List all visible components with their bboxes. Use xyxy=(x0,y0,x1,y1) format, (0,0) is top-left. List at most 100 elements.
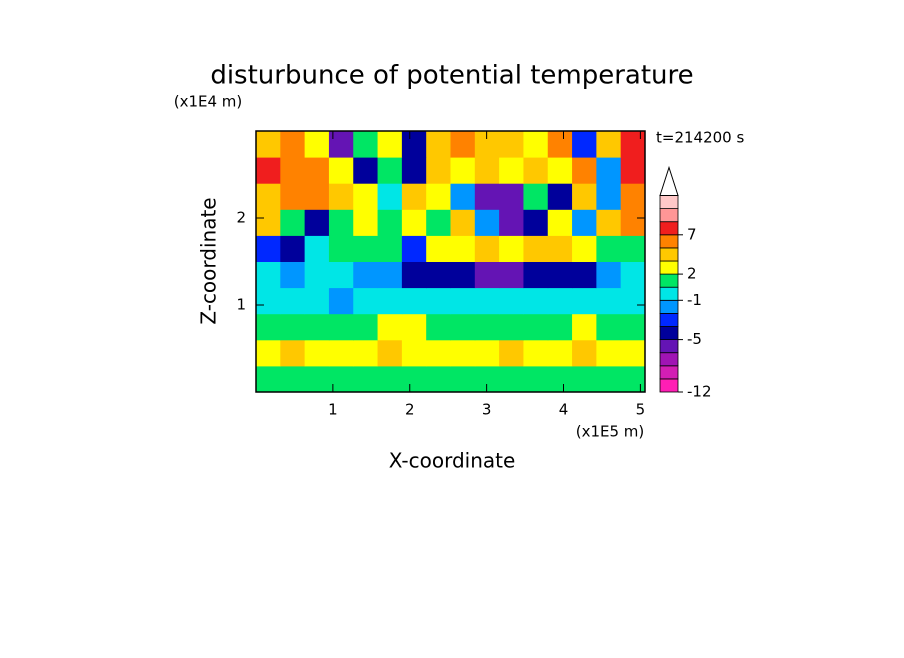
field-cell xyxy=(572,313,597,341)
field-cell xyxy=(377,261,403,289)
field-cell xyxy=(572,157,597,184)
field-cell xyxy=(426,313,451,341)
field-cell xyxy=(280,235,306,262)
field-cell xyxy=(256,235,281,262)
field-cell xyxy=(450,209,476,236)
field-cell xyxy=(280,183,306,210)
field-cell xyxy=(426,209,451,236)
field-cell xyxy=(596,287,622,315)
field-cell xyxy=(426,339,451,367)
field-cell xyxy=(450,339,476,367)
colorbar-tick-label: -1 xyxy=(687,291,702,309)
field-cell xyxy=(377,339,403,367)
field-cell xyxy=(523,209,549,236)
field-cell xyxy=(572,183,597,210)
field-cell xyxy=(596,261,622,289)
field-cell xyxy=(328,157,354,184)
field-cell xyxy=(304,209,330,236)
field-cell xyxy=(377,157,403,184)
field-cell xyxy=(547,183,573,210)
field-cell xyxy=(304,157,330,184)
field-cell xyxy=(499,235,524,262)
field-cell xyxy=(499,261,524,289)
field-cell xyxy=(353,313,379,341)
field-cell xyxy=(620,339,646,367)
field-cell xyxy=(304,365,330,393)
field-cell xyxy=(620,131,646,158)
field-cell xyxy=(620,365,646,393)
colorbar-box xyxy=(659,299,679,314)
colorbar-tick-label: -12 xyxy=(687,383,712,401)
field-cell xyxy=(499,183,524,210)
field-cell xyxy=(401,183,427,210)
field-cell xyxy=(523,261,549,289)
field-cell xyxy=(547,235,573,262)
field-cell xyxy=(620,157,646,184)
field-cell xyxy=(572,131,597,158)
field-cell xyxy=(280,131,306,158)
field-cell xyxy=(596,183,622,210)
field-cell xyxy=(280,365,306,393)
field-cell xyxy=(426,261,451,289)
field-cell xyxy=(450,313,476,341)
field-cell xyxy=(328,183,354,210)
field-cell xyxy=(353,183,379,210)
field-cell xyxy=(523,183,549,210)
field-cell xyxy=(401,313,427,341)
field-cell xyxy=(450,287,476,315)
field-cell xyxy=(499,313,524,341)
field-cell xyxy=(377,131,403,158)
field-cell xyxy=(401,339,427,367)
field-cell xyxy=(620,261,646,289)
field-cell xyxy=(572,209,597,236)
field-cell xyxy=(280,287,306,315)
field-cell xyxy=(499,287,524,315)
field-cell xyxy=(426,157,451,184)
y-axis-label: Z-coordinate xyxy=(197,197,221,324)
field-cell xyxy=(426,235,451,262)
field-cell xyxy=(256,313,281,341)
field-cell xyxy=(572,365,597,393)
colorbar-box xyxy=(659,286,679,301)
field-cell xyxy=(304,339,330,367)
field-cell xyxy=(280,261,306,289)
colorbar-box xyxy=(659,352,679,367)
field-cell xyxy=(377,313,403,341)
field-cell xyxy=(547,157,573,184)
field-cell xyxy=(426,131,451,158)
field-cell xyxy=(328,339,354,367)
field-cell xyxy=(450,131,476,158)
field-cell xyxy=(353,339,379,367)
field-cell xyxy=(596,209,622,236)
field-cell xyxy=(547,287,573,315)
field-cell xyxy=(596,339,622,367)
field-cell xyxy=(401,365,427,393)
field-cell xyxy=(474,183,500,210)
field-cell xyxy=(620,313,646,341)
field-cell xyxy=(572,339,597,367)
field-cell xyxy=(401,157,427,184)
field-cell xyxy=(353,157,379,184)
field-cell xyxy=(474,313,500,341)
field-cell xyxy=(620,183,646,210)
field-cell xyxy=(596,131,622,158)
field-cell xyxy=(499,131,524,158)
field-cell xyxy=(596,313,622,341)
colorbar-box xyxy=(659,312,679,327)
field-cell xyxy=(304,287,330,315)
x-tick-label: 3 xyxy=(482,401,492,419)
field-cell xyxy=(328,261,354,289)
field-cell xyxy=(620,209,646,236)
colorbar-box xyxy=(659,365,679,380)
field-cell xyxy=(523,235,549,262)
field-cell xyxy=(547,313,573,341)
colorbar-box xyxy=(659,326,679,341)
field-cell xyxy=(572,261,597,289)
field-cell xyxy=(450,261,476,289)
time-annotation: t=214200 s xyxy=(656,129,744,147)
colorbar-box xyxy=(659,273,679,288)
colorbar-box xyxy=(659,221,679,236)
field-cell xyxy=(401,287,427,315)
field-cell xyxy=(547,131,573,158)
